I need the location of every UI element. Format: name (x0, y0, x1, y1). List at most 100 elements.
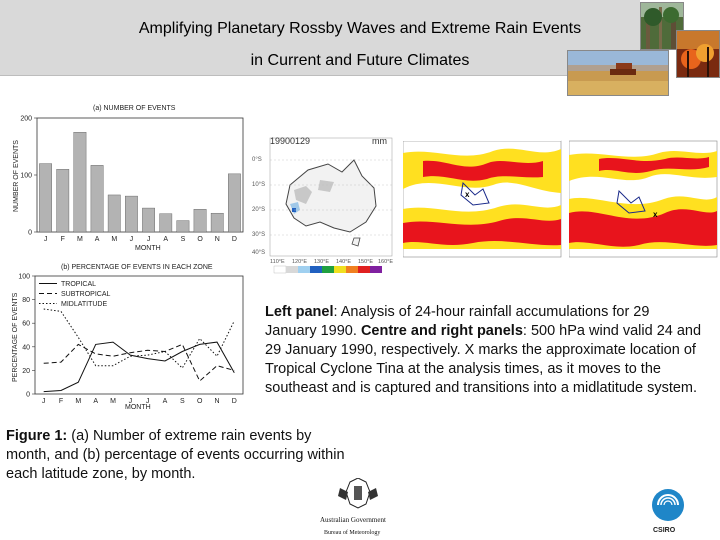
figure-caption: Figure 1: (a) Number of extreme rain eve… (6, 427, 351, 484)
svg-text:x: x (653, 210, 658, 219)
csiro-text: CSIRO (653, 527, 676, 534)
bar (176, 220, 190, 233)
y-tick-label: 100 (20, 173, 32, 180)
rainfall-map-panel: 19900129 mm 0°S 10°S 20°S 30°S 40°S 110°… (252, 136, 393, 274)
bar (228, 173, 241, 233)
bushfire-photo (676, 30, 720, 78)
bar (56, 169, 70, 233)
x-tick-label: J (146, 398, 150, 405)
x-tick-label: N (215, 236, 220, 243)
legend-label: TROPICAL (61, 281, 96, 288)
x-tick-label: M (75, 398, 81, 405)
x-tick-label: M (111, 236, 117, 243)
chart-b-ylabel: PERCENTAGE OF EVENTS (12, 292, 19, 382)
lat-label: 10°S (252, 182, 265, 188)
map-date: 19900129 (270, 136, 310, 146)
x-tick-label: N (214, 398, 219, 405)
bar (142, 207, 155, 233)
x-tick-label: M (110, 398, 116, 405)
bar (73, 132, 87, 233)
x-tick-label: M (77, 236, 83, 243)
chart-a-xlabel: MONTH (135, 245, 161, 252)
lat-label: 30°S (252, 232, 265, 238)
y-tick-label: 0 (26, 392, 30, 399)
y-tick-label: 100 (18, 274, 30, 281)
lon-label: 150°E (358, 259, 373, 265)
caption-text-2: : 500 hPa wind valid 24 and 29 January 1… (265, 323, 702, 396)
x-tick-label: A (163, 236, 168, 243)
x-tick-label: F (59, 398, 63, 405)
series-line-tropical (43, 341, 235, 393)
bom-logo: Australian Government Bureau of Meteorol… (320, 478, 386, 536)
title-line-2: in Current and Future Climates (250, 52, 470, 69)
x-tick-label: F (61, 236, 65, 243)
title-line-1: Amplifying Planetary Rossby Waves and Ex… (138, 20, 582, 37)
caption-bold-centre-right: Centre and right panels (360, 323, 523, 339)
series-line-subtropical (43, 343, 235, 382)
tasmania-outline (351, 237, 361, 247)
y-tick-label: 0 (28, 230, 32, 237)
x-tick-label: D (232, 236, 237, 243)
wind-panel-24jan: x (403, 133, 562, 258)
bar (125, 195, 138, 233)
bom-line-1: Australian Government (320, 516, 386, 524)
figure-caption-text: (a) Number of extreme rain events by mon… (6, 428, 345, 482)
chart-b-xlabel: MONTH (125, 404, 151, 411)
bom-line-2: Bureau of Meteorology (324, 529, 380, 536)
lon-label: 120°E (292, 259, 307, 265)
series-line-midlatitude (43, 308, 235, 369)
chart-a-ylabel: NUMBER OF EVENTS (13, 140, 20, 212)
plot-frame (34, 275, 244, 395)
x-tick-label: J (42, 398, 46, 405)
svg-text:x: x (465, 190, 470, 199)
legend-label: SUBTROPICAL (61, 291, 111, 298)
x-tick-label: O (197, 236, 203, 243)
y-tick-label: 20 (22, 368, 30, 375)
bar (90, 165, 104, 233)
australia-outline (285, 159, 377, 233)
y-tick-label: 80 (22, 297, 30, 304)
bar (210, 212, 224, 233)
caption-bold-left-panel: Left panel (265, 304, 334, 320)
x-tick-label: J (147, 236, 151, 243)
map-units: mm (372, 136, 387, 146)
lon-label: 160°E (378, 259, 393, 265)
bar (159, 213, 173, 233)
rain-area-grey (294, 186, 312, 204)
chart-b-title: (b) PERCENTAGE OF EVENTS IN EACH ZONE (61, 264, 213, 271)
lon-label: 110°E (270, 259, 285, 265)
x-tick-label: J (130, 236, 134, 243)
lat-label: 0°S (252, 157, 262, 163)
bar (193, 208, 207, 233)
x-tick-label: A (93, 398, 98, 405)
y-tick-label: 200 (20, 116, 32, 123)
x-tick-label: J (44, 236, 48, 243)
bar (107, 194, 121, 233)
forest-photo (640, 2, 684, 50)
lon-label: 140°E (336, 259, 351, 265)
lat-label: 40°S (252, 250, 265, 256)
wheat-harvest-photo (567, 50, 669, 96)
y-tick-label: 40 (22, 344, 30, 351)
x-tick-label: S (181, 236, 186, 243)
x-tick-label: O (197, 398, 203, 405)
csiro-logo: CSIRO (652, 489, 684, 534)
y-tick-label: 60 (22, 321, 30, 328)
bar-chart-events: (a) NUMBER OF EVENTS NUMBER OF EVENTS MO… (13, 105, 244, 252)
right-caption: Left panel: Analysis of 24-hour rainfall… (265, 303, 705, 398)
lat-label: 20°S (252, 207, 265, 213)
line-chart-zones: (b) PERCENTAGE OF EVENTS IN EACH ZONE PE… (12, 264, 244, 411)
x-tick-label: J (129, 398, 133, 405)
lon-label: 130°E (314, 259, 329, 265)
x-tick-label: S (180, 398, 185, 405)
legend-label: MIDLATITUDE (61, 301, 107, 308)
rain-area-grey-2 (318, 180, 334, 192)
x-tick-label: A (163, 398, 168, 405)
map-colorbar (273, 265, 382, 274)
figure-caption-label: Figure 1: (6, 428, 68, 444)
chart-a-title: (a) NUMBER OF EVENTS (93, 105, 176, 112)
x-tick-label: D (232, 398, 237, 405)
wind-panel-29jan: x (569, 140, 718, 258)
bar (39, 163, 52, 233)
header-banner (0, 0, 640, 76)
